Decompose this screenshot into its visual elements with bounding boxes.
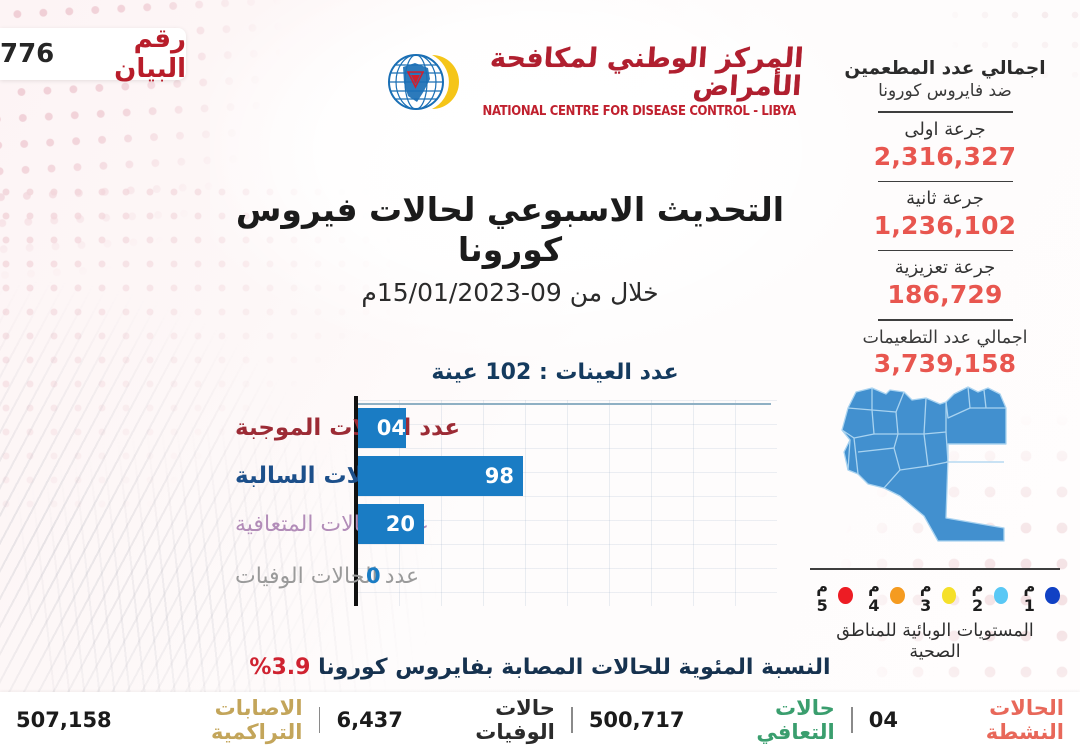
epidemic-levels-legend: م 1 م 2 م 3 م 4 م 5 المستويات الوبائية ل… xyxy=(810,568,1060,663)
footer-label-active-cases: الحالات النشطة xyxy=(985,696,1064,744)
chart-value-positive: 04 xyxy=(376,416,406,440)
footer-item-cumulative-cases: الاصابات التراكمية 507,158 xyxy=(0,696,319,744)
chart-value-recovered: 20 xyxy=(385,512,415,536)
chart-bar-recovered: 20 xyxy=(358,504,424,544)
chart-y-axis xyxy=(354,396,358,606)
page-subtitle-date-range: خلال من 09-15/01/2023م xyxy=(361,278,659,308)
vaccination-dose1-label: جرعة اولى xyxy=(904,118,986,140)
infection-percentage-text: النسبة المئوية للحالات المصابة بفايروس ك… xyxy=(318,655,831,680)
legend-dot-icon-level-2 xyxy=(993,587,1009,605)
background-center-wash xyxy=(210,0,850,360)
vaccination-heading-line1: اجمالي عدد المطعمين xyxy=(844,58,1046,79)
vaccination-booster-label: جرعة تعزيزية xyxy=(894,257,996,279)
chart-top-rule xyxy=(357,403,771,405)
legend-dot-icon-level-3 xyxy=(941,587,957,605)
vaccination-dose1-value: 2,316,327 xyxy=(873,141,1017,171)
vaccination-divider xyxy=(877,319,1013,321)
footer-value-recovered-cases: 500,717 xyxy=(588,708,685,732)
page-title: التحديث الاسبوعي لحالات فيروس كورونا xyxy=(235,190,785,269)
chart-label-positive: عدد الحالات الموجبة xyxy=(235,415,461,441)
vaccination-panel: اجمالي عدد المطعمين ضد فايروس كورونا جرع… xyxy=(820,58,1070,379)
footer-item-death-cases: حالات الوفيات 6,437 xyxy=(320,696,570,744)
legend-item-level-4: م 4 xyxy=(862,577,905,615)
legend-item-level-3: م 3 xyxy=(914,577,957,615)
ncdc-logo-text: المركز الوطني لمكافحة الأمراض NATIONAL C… xyxy=(476,42,805,120)
statement-number-badge: رقم البيان 776 xyxy=(0,24,186,84)
ncdc-logo: المركز الوطني لمكافحة الأمراض NATIONAL C… xyxy=(370,32,805,132)
vaccination-total-value: 3,739,158 xyxy=(873,348,1017,378)
ncdc-crescent-globe-icon xyxy=(370,39,466,125)
footer-value-death-cases: 6,437 xyxy=(336,708,403,732)
libya-map xyxy=(828,378,1058,563)
footer-label-recovered-cases: حالات التعافي xyxy=(756,696,835,744)
halftone-dots-top-right xyxy=(850,0,1080,170)
legend-caption: المستويات الوبائية للمناطق الصحية xyxy=(836,620,1034,662)
legend-label-level-3: م 3 xyxy=(919,576,932,615)
chart-row-negative: عدد الحالات السالبة 98 xyxy=(140,454,780,498)
vaccination-divider xyxy=(877,180,1013,183)
vaccination-dose2-value: 1,236,102 xyxy=(873,210,1017,240)
chart-bar-positive: 04 xyxy=(358,408,406,448)
vaccination-divider xyxy=(877,111,1013,113)
footer-label-death-cases: حالات الوفيات xyxy=(475,696,555,744)
legend-dot-icon-level-4 xyxy=(890,587,905,605)
summary-footer: الحالات النشطة 04 حالات التعافي 500,717 … xyxy=(0,692,1080,748)
legend-item-level-5: م 5 xyxy=(810,577,853,615)
chart-value-negative: 98 xyxy=(484,464,514,488)
legend-dot-icon-level-1 xyxy=(1045,587,1060,605)
ncdc-logo-english: NATIONAL CENTRE FOR DISEASE CONTROL - LI… xyxy=(482,103,797,120)
samples-count-header: عدد العينات : 102 عينة xyxy=(431,360,679,385)
chart-row-recovered: عدد الحالات المتعافية 20 xyxy=(140,502,780,546)
footer-value-active-cases: 04 xyxy=(868,708,898,732)
infection-percentage-value: 3.9% xyxy=(249,655,311,680)
legend-label-level-5: م 5 xyxy=(816,576,829,615)
footer-value-cumulative-cases: 507,158 xyxy=(16,708,112,732)
legend-item-level-1: م 1 xyxy=(1017,577,1060,615)
vaccination-dose2-label: جرعة ثانية xyxy=(906,188,984,210)
chart-value-deaths: 0 xyxy=(366,564,381,588)
vaccination-divider xyxy=(877,249,1013,252)
chart-label-deaths: عدد الحالات الوفيات xyxy=(235,563,420,589)
chart-row-deaths: عدد الحالات الوفيات 0 xyxy=(140,554,780,598)
legend-items: م 1 م 2 م 3 م 4 م 5 xyxy=(810,577,1060,615)
vaccination-booster-value: 186,729 xyxy=(887,280,1003,309)
infection-percentage-line: النسبة المئوية للحالات المصابة بفايروس ك… xyxy=(0,655,1080,680)
statement-number-label: رقم البيان xyxy=(114,24,186,84)
vaccination-total-label: اجمالي عدد التطعيمات xyxy=(862,327,1028,348)
legend-item-level-2: م 2 xyxy=(965,576,1009,615)
chart-bars: عدد الحالات الموجبة 04 عدد الحالات السال… xyxy=(140,396,780,606)
chart-gridlines xyxy=(357,400,777,606)
halftone-dots-right xyxy=(720,330,1080,690)
legend-label-level-4: م 4 xyxy=(868,576,880,615)
legend-label-level-1: م 1 xyxy=(1023,576,1036,615)
footer-label-cumulative-cases: الاصابات التراكمية xyxy=(210,696,303,744)
footer-separator xyxy=(570,707,573,733)
page-title-block: التحديث الاسبوعي لحالات فيروس كورونا خلا… xyxy=(200,190,820,308)
footer-item-recovered-cases: حالات التعافي 500,717 xyxy=(573,696,851,744)
footer-separator xyxy=(850,707,853,733)
footer-item-active-cases: الحالات النشطة 04 xyxy=(853,696,1080,744)
statement-number-value: 776 xyxy=(0,39,55,69)
ncdc-logo-arabic: المركز الوطني لمكافحة الأمراض xyxy=(489,42,805,102)
chart-bar-negative: 98 xyxy=(358,456,523,496)
vaccination-heading-line2: ضد فايروس كورونا xyxy=(878,81,1012,102)
footer-separator xyxy=(318,707,321,733)
chart-row-positive: عدد الحالات الموجبة 04 xyxy=(140,406,780,450)
cases-bar-chart: عدد الحالات الموجبة 04 عدد الحالات السال… xyxy=(140,396,780,606)
legend-dot-icon-level-5 xyxy=(838,587,853,605)
legend-divider xyxy=(810,568,1060,570)
legend-label-level-2: م 2 xyxy=(971,576,984,615)
